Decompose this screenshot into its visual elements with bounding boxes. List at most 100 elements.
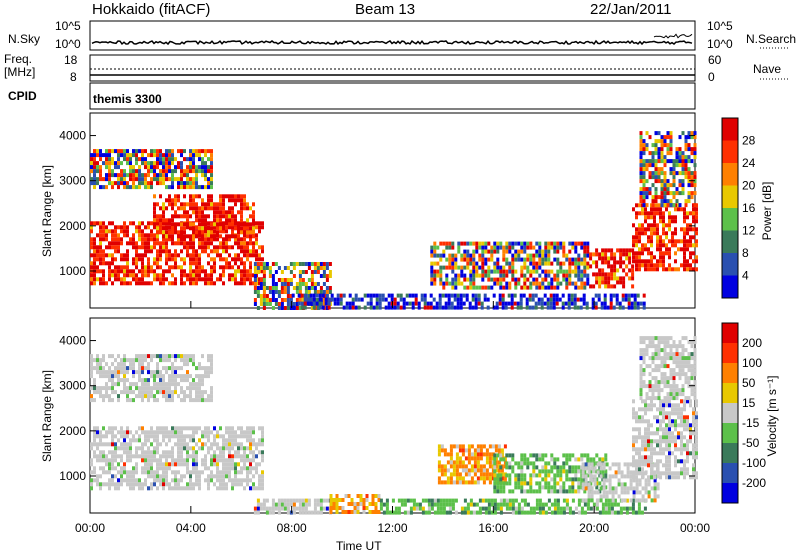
velocity-cell [180,386,183,391]
power-cell [177,214,180,219]
power-cell [123,169,126,174]
velocity-cell [478,506,482,511]
power-cell [693,135,697,140]
velocity-cell [517,510,521,515]
power-cell [693,155,697,160]
power-cell [387,293,391,298]
velocity-cell [665,447,668,452]
power-cell [186,218,189,223]
power-cell [183,202,186,207]
velocity-cell [183,426,186,431]
power-cell [261,221,264,226]
power-cell [666,159,670,164]
velocity-cell [222,438,225,443]
velocity-cell [144,434,147,439]
power-cell [225,265,228,270]
velocity-cell [496,485,500,490]
power-cell [657,195,661,200]
velocity-cell [162,462,165,467]
power-cell [552,297,556,302]
power-cell [609,305,613,310]
velocity-cell [255,486,258,491]
velocity-cell [222,482,225,487]
power-cell [283,290,287,294]
power-cell [159,161,162,166]
power-cell [168,177,171,182]
power-cell [280,302,284,306]
power-cell [207,273,210,278]
velocity-cell [623,486,627,491]
velocity-cell [347,494,351,498]
velocity-cell [105,386,108,391]
power-cell [695,239,698,244]
velocity-cell [90,478,93,483]
velocity-cell [464,448,468,453]
velocity-cell [650,407,653,412]
power-cell [635,239,638,244]
power-cell [490,249,494,254]
power-cell [328,286,332,290]
velocity-cell [207,394,210,399]
power-cell [465,297,469,302]
velocity-cell [96,446,99,451]
power-cell [538,265,542,270]
velocity-cell [481,498,485,503]
power-cell [604,276,608,281]
velocity-cell [114,450,117,455]
velocity-cell [341,506,345,510]
velocity-cell [529,461,533,466]
power-cell [531,305,535,310]
power-cell [228,273,231,278]
velocity-cell [108,482,111,487]
power-cell [123,265,126,270]
power-cell [249,241,252,246]
power-cell [363,305,367,310]
velocity-cell [204,390,207,395]
power-cell [669,151,673,156]
velocity-cell [174,474,177,479]
velocity-cell [338,498,342,502]
velocity-cell [440,472,444,477]
velocity-cell [234,450,237,455]
power-cell [501,301,505,306]
velocity-cell [464,472,468,477]
velocity-cell [153,374,156,379]
velocity-cell [156,466,159,471]
velocity-cell [228,454,231,459]
power-cell [433,249,437,254]
power-cell [660,179,664,184]
power-cell [633,305,637,310]
power-cell [105,225,108,230]
power-cell [561,293,565,298]
power-cell [159,257,162,262]
power-cell [639,139,643,144]
velocity-cell [111,354,114,359]
power-cell [653,215,656,220]
velocity-cell [565,457,569,462]
power-cell [207,281,210,286]
power-cell [117,277,120,282]
velocity-cell [165,434,168,439]
power-cell [102,269,105,274]
power-cell [168,153,171,158]
power-cell [150,245,153,250]
velocity-cell [556,502,560,507]
velocity-cell [532,469,536,474]
velocity-cell [493,465,497,470]
power-cell [663,199,667,204]
velocity-cell [111,466,114,471]
velocity-cell [692,475,695,480]
velocity-cell [647,490,651,495]
power-cell [556,257,560,262]
power-cell [638,211,641,216]
power-cell [540,297,544,302]
velocity-cell [436,498,440,503]
velocity-cell [156,446,159,451]
power-cell [543,293,547,298]
power-cell [96,153,99,158]
velocity-cell [96,430,99,435]
power-cell [114,241,117,246]
power-cell [252,210,255,215]
power-cell [240,206,243,211]
power-cell [120,241,123,246]
